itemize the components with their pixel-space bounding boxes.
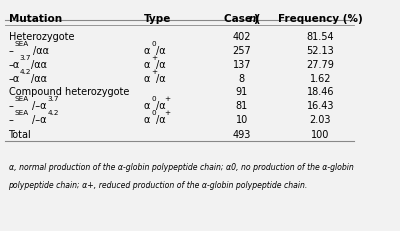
Text: 0: 0 xyxy=(151,41,156,47)
Text: Mutation: Mutation xyxy=(8,14,62,24)
Text: 81.54: 81.54 xyxy=(306,32,334,42)
Text: 18.46: 18.46 xyxy=(306,87,334,97)
Text: 137: 137 xyxy=(233,60,251,70)
Text: α: α xyxy=(144,114,150,124)
Text: ): ) xyxy=(253,14,258,24)
Text: 81: 81 xyxy=(236,101,248,111)
Text: α: α xyxy=(144,73,150,83)
Text: SEA: SEA xyxy=(15,96,29,102)
Text: /α: /α xyxy=(156,60,166,70)
Text: –: – xyxy=(8,101,13,111)
Text: 3.7: 3.7 xyxy=(19,55,31,61)
Text: /α: /α xyxy=(156,73,166,83)
Text: 257: 257 xyxy=(232,46,251,56)
Text: Case (: Case ( xyxy=(224,14,260,24)
Text: α: α xyxy=(144,60,150,70)
Text: 2.03: 2.03 xyxy=(310,114,331,124)
Text: /αα: /αα xyxy=(31,73,47,83)
Text: 0: 0 xyxy=(151,96,156,102)
Text: +: + xyxy=(151,55,157,61)
Text: polypeptide chain; α+, reduced production of the α-globin polypeptide chain.: polypeptide chain; α+, reduced productio… xyxy=(8,181,308,190)
Text: n: n xyxy=(248,14,256,24)
Text: 100: 100 xyxy=(311,130,330,140)
Text: α, normal production of the α-globin polypeptide chain; α0, no production of the: α, normal production of the α-globin pol… xyxy=(8,162,353,171)
Text: +: + xyxy=(151,68,157,74)
Text: 27.79: 27.79 xyxy=(306,60,334,70)
Text: /–α: /–α xyxy=(32,101,46,111)
Text: /–α: /–α xyxy=(32,114,46,124)
Text: –α: –α xyxy=(8,60,20,70)
Text: 8: 8 xyxy=(239,73,245,83)
Text: 0: 0 xyxy=(151,109,156,115)
Text: +: + xyxy=(164,96,171,102)
Text: Type: Type xyxy=(144,14,171,24)
Text: 91: 91 xyxy=(236,87,248,97)
Text: /α: /α xyxy=(156,114,166,124)
Text: –: – xyxy=(8,114,13,124)
Text: Heterozygote: Heterozygote xyxy=(8,32,74,42)
Text: SEA: SEA xyxy=(15,109,29,115)
Text: 10: 10 xyxy=(236,114,248,124)
Text: +: + xyxy=(164,109,171,115)
Text: 4.2: 4.2 xyxy=(48,109,59,115)
Text: Compound heterozygote: Compound heterozygote xyxy=(8,87,129,97)
Text: 16.43: 16.43 xyxy=(306,101,334,111)
Text: /αα: /αα xyxy=(31,60,47,70)
Text: /α: /α xyxy=(156,101,166,111)
Text: α: α xyxy=(144,46,150,56)
Text: /α: /α xyxy=(156,46,166,56)
Text: 52.13: 52.13 xyxy=(306,46,334,56)
Text: α: α xyxy=(144,101,150,111)
Text: 1.62: 1.62 xyxy=(310,73,331,83)
Text: Frequency (%): Frequency (%) xyxy=(278,14,363,24)
Text: –α: –α xyxy=(8,73,20,83)
Text: 4.2: 4.2 xyxy=(19,68,31,74)
Text: –: – xyxy=(8,46,13,56)
Text: /αα: /αα xyxy=(33,46,49,56)
Text: 493: 493 xyxy=(233,130,251,140)
Text: SEA: SEA xyxy=(15,41,29,47)
Text: Total: Total xyxy=(8,130,31,140)
Text: 3.7: 3.7 xyxy=(48,96,59,102)
Text: 402: 402 xyxy=(233,32,251,42)
